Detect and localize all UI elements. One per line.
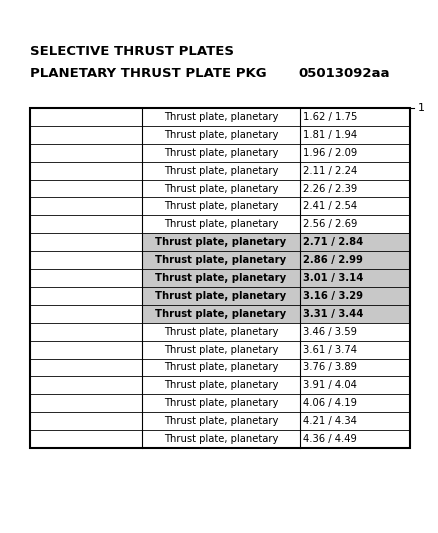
Bar — [142, 305, 410, 323]
Text: 1.96 / 2.09: 1.96 / 2.09 — [303, 148, 357, 158]
Text: 05013092aa: 05013092aa — [298, 67, 389, 80]
Text: 1.81 / 1.94: 1.81 / 1.94 — [303, 130, 357, 140]
Bar — [142, 233, 410, 251]
Text: 3.46 / 3.59: 3.46 / 3.59 — [303, 327, 357, 337]
Text: Thrust plate, planetary: Thrust plate, planetary — [164, 112, 278, 122]
Bar — [30, 108, 410, 448]
Text: Thrust plate, planetary: Thrust plate, planetary — [164, 381, 278, 390]
Text: 2.11 / 2.24: 2.11 / 2.24 — [303, 166, 357, 176]
Text: Thrust plate, planetary: Thrust plate, planetary — [155, 291, 286, 301]
Text: Thrust plate, planetary: Thrust plate, planetary — [155, 255, 286, 265]
Text: Thrust plate, planetary: Thrust plate, planetary — [164, 362, 278, 373]
Text: Thrust plate, planetary: Thrust plate, planetary — [164, 398, 278, 408]
Text: 1.62 / 1.75: 1.62 / 1.75 — [303, 112, 357, 122]
Text: 3.76 / 3.89: 3.76 / 3.89 — [303, 362, 357, 373]
Bar — [142, 287, 410, 305]
Text: 3.91 / 4.04: 3.91 / 4.04 — [303, 381, 357, 390]
Text: 4.36 / 4.49: 4.36 / 4.49 — [303, 434, 357, 444]
Text: Thrust plate, planetary: Thrust plate, planetary — [164, 183, 278, 193]
Text: Thrust plate, planetary: Thrust plate, planetary — [164, 344, 278, 354]
Text: Thrust plate, planetary: Thrust plate, planetary — [155, 237, 286, 247]
Text: Thrust plate, planetary: Thrust plate, planetary — [155, 273, 286, 283]
Text: Thrust plate, planetary: Thrust plate, planetary — [164, 327, 278, 337]
Text: 2.56 / 2.69: 2.56 / 2.69 — [303, 219, 357, 229]
Text: 4.06 / 4.19: 4.06 / 4.19 — [303, 398, 357, 408]
Text: Thrust plate, planetary: Thrust plate, planetary — [164, 201, 278, 212]
Text: 2.86 / 2.99: 2.86 / 2.99 — [303, 255, 363, 265]
Text: 3.31 / 3.44: 3.31 / 3.44 — [303, 309, 363, 319]
Bar — [142, 251, 410, 269]
Text: SELECTIVE THRUST PLATES: SELECTIVE THRUST PLATES — [30, 45, 234, 58]
Bar — [142, 269, 410, 287]
Text: 2.71 / 2.84: 2.71 / 2.84 — [303, 237, 363, 247]
Text: 2.41 / 2.54: 2.41 / 2.54 — [303, 201, 357, 212]
Text: 1: 1 — [418, 103, 425, 113]
Text: 3.16 / 3.29: 3.16 / 3.29 — [303, 291, 363, 301]
Text: Thrust plate, planetary: Thrust plate, planetary — [164, 416, 278, 426]
Text: Thrust plate, planetary: Thrust plate, planetary — [164, 166, 278, 176]
Text: 4.21 / 4.34: 4.21 / 4.34 — [303, 416, 357, 426]
Text: 3.61 / 3.74: 3.61 / 3.74 — [303, 344, 357, 354]
Text: 3.01 / 3.14: 3.01 / 3.14 — [303, 273, 363, 283]
Text: PLANETARY THRUST PLATE PKG: PLANETARY THRUST PLATE PKG — [30, 67, 267, 80]
Text: Thrust plate, planetary: Thrust plate, planetary — [164, 219, 278, 229]
Text: Thrust plate, planetary: Thrust plate, planetary — [164, 148, 278, 158]
Text: Thrust plate, planetary: Thrust plate, planetary — [164, 130, 278, 140]
Text: 2.26 / 2.39: 2.26 / 2.39 — [303, 183, 357, 193]
Text: Thrust plate, planetary: Thrust plate, planetary — [155, 309, 286, 319]
Text: Thrust plate, planetary: Thrust plate, planetary — [164, 434, 278, 444]
